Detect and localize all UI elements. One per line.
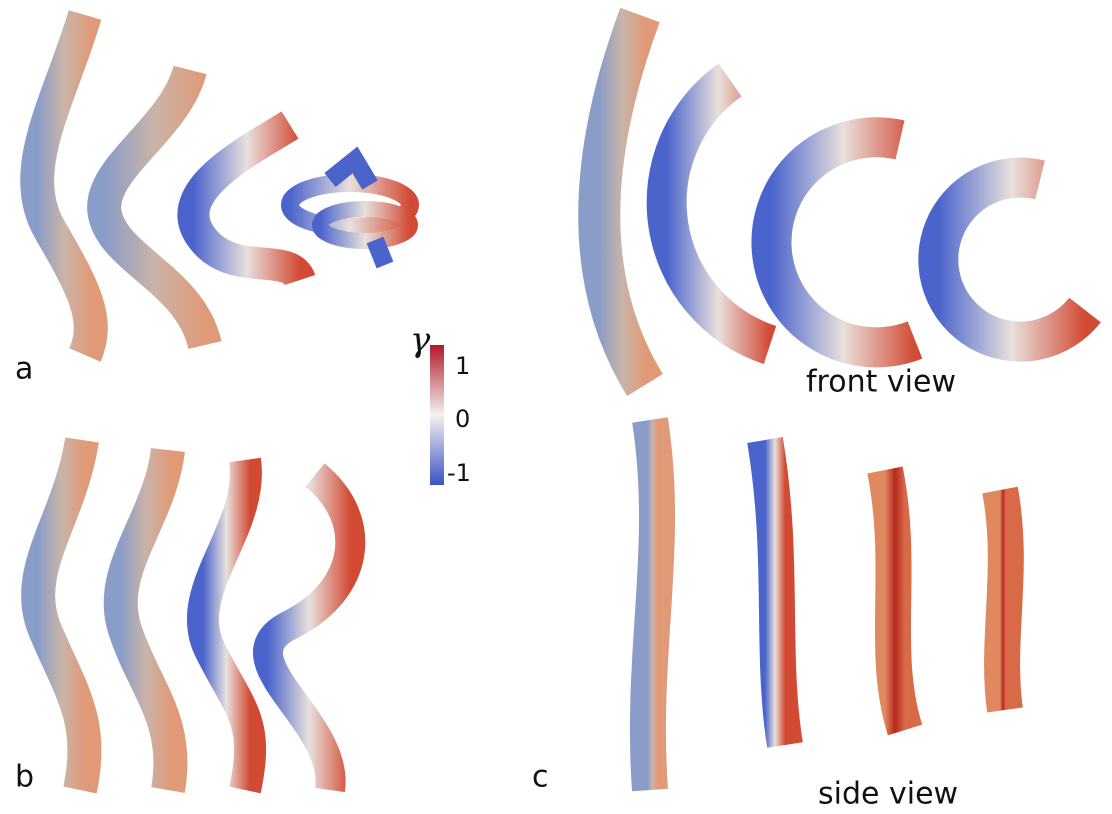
- panel-label: b: [15, 760, 34, 795]
- panel-label: a: [15, 352, 33, 387]
- colorbar-label: γ: [410, 320, 431, 360]
- panel-b-tubes: [38, 440, 350, 790]
- colorbar: [430, 345, 444, 485]
- panel-label: c: [532, 760, 549, 795]
- colorbar-tick: -1: [447, 459, 471, 487]
- colorbar-tick: 1: [455, 352, 470, 380]
- figure: γ 1 0 -1 a b c front view side view: [0, 0, 1112, 814]
- colorbar-tick: 0: [455, 405, 470, 433]
- view-label: front view: [806, 365, 956, 400]
- panel-c-side: [648, 420, 1006, 790]
- view-label: side view: [818, 777, 958, 812]
- panel-c-front: [599, 15, 1085, 385]
- panel-a-tubes: [37, 15, 410, 355]
